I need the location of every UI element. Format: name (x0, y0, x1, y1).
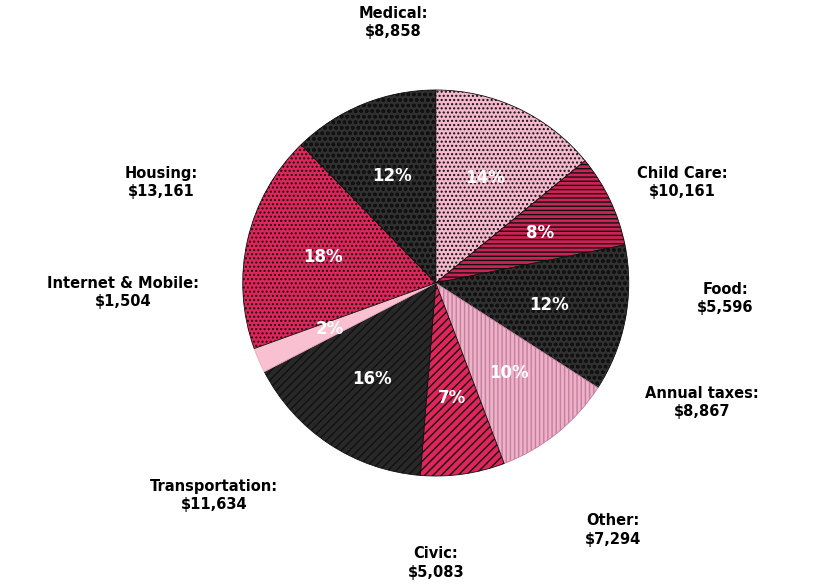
Text: Other:
$7,294: Other: $7,294 (585, 513, 641, 547)
Wedge shape (243, 145, 435, 349)
Text: 12%: 12% (530, 296, 570, 314)
Text: 8%: 8% (527, 224, 555, 242)
Wedge shape (435, 90, 585, 283)
Text: 12%: 12% (372, 166, 412, 185)
Text: Annual taxes:
$8,867: Annual taxes: $8,867 (645, 386, 759, 419)
Text: Transportation:
$11,634: Transportation: $11,634 (150, 478, 278, 512)
Text: Child Care:
$10,161: Child Care: $10,161 (638, 166, 728, 200)
Text: Food:
$5,596: Food: $5,596 (697, 281, 754, 315)
Wedge shape (421, 283, 504, 476)
Wedge shape (254, 283, 435, 371)
Text: Civic:
$5,083: Civic: $5,083 (407, 546, 464, 580)
Wedge shape (435, 245, 629, 388)
Wedge shape (264, 283, 435, 475)
Text: Internet & Mobile:
$1,504: Internet & Mobile: $1,504 (47, 276, 199, 310)
Text: 14%: 14% (466, 169, 505, 187)
Text: 2%: 2% (315, 321, 344, 338)
Wedge shape (435, 161, 625, 283)
Text: 16%: 16% (351, 370, 392, 388)
Wedge shape (301, 90, 435, 283)
Text: 7%: 7% (438, 389, 466, 406)
Text: Housing:
$13,161: Housing: $13,161 (125, 166, 198, 200)
Text: Medical:
$8,858: Medical: $8,858 (359, 6, 428, 39)
Wedge shape (435, 283, 597, 464)
Text: 10%: 10% (489, 364, 528, 382)
Text: 18%: 18% (303, 248, 342, 266)
